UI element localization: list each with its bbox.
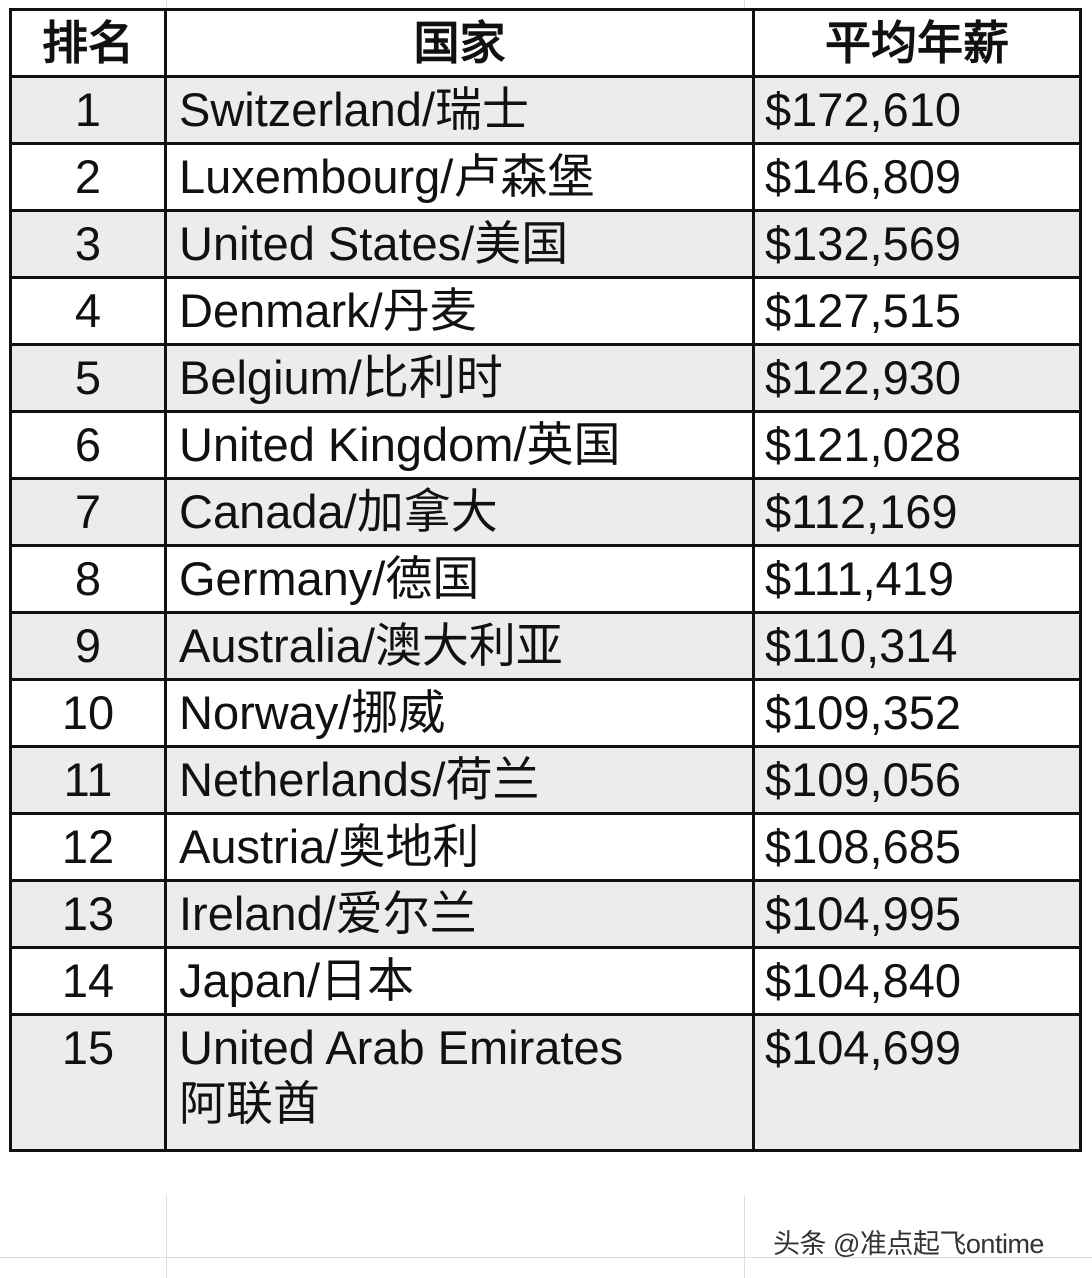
country-cell: Australia/澳大利亚 <box>164 611 755 681</box>
header-rank: 排名 <box>9 8 167 78</box>
salary-cell: $104,699 <box>752 1013 1082 1152</box>
country-cell: Austria/奥地利 <box>164 812 755 882</box>
rank-cell: 4 <box>9 276 167 346</box>
salary-cell: $111,419 <box>752 544 1082 614</box>
rank-cell: 6 <box>9 410 167 480</box>
table-row: 13 Ireland/爱尔兰 $104,995 <box>9 879 1082 949</box>
rank-cell: 3 <box>9 209 167 279</box>
header-country: 国家 <box>164 8 755 78</box>
salary-cell: $104,995 <box>752 879 1082 949</box>
salary-cell: $146,809 <box>752 142 1082 212</box>
country-name-zh: 阿联酋 <box>179 1077 320 1130</box>
salary-cell: $104,840 <box>752 946 1082 1016</box>
country-cell: Canada/加拿大 <box>164 477 755 547</box>
header-salary: 平均年薪 <box>752 8 1082 78</box>
table-row: 8 Germany/德国 $111,419 <box>9 544 1082 614</box>
salary-cell: $112,169 <box>752 477 1082 547</box>
country-cell: Switzerland/瑞士 <box>164 75 755 145</box>
table-row: 15 United Arab Emirates 阿联酋 $104,699 <box>9 1013 1082 1152</box>
table-row: 9 Australia/澳大利亚 $110,314 <box>9 611 1082 681</box>
rank-cell: 11 <box>9 745 167 815</box>
country-cell: United States/美国 <box>164 209 755 279</box>
salary-cell: $109,352 <box>752 678 1082 748</box>
country-cell: Belgium/比利时 <box>164 343 755 413</box>
table-row: 7 Canada/加拿大 $112,169 <box>9 477 1082 547</box>
salary-cell: $109,056 <box>752 745 1082 815</box>
rank-cell: 15 <box>9 1013 167 1152</box>
table-row: 1 Switzerland/瑞士 $172,610 <box>9 75 1082 145</box>
rank-cell: 8 <box>9 544 167 614</box>
table-row: 10 Norway/挪威 $109,352 <box>9 678 1082 748</box>
country-cell: Luxembourg/卢森堡 <box>164 142 755 212</box>
country-cell: Ireland/爱尔兰 <box>164 879 755 949</box>
country-cell: Netherlands/荷兰 <box>164 745 755 815</box>
table-row: 14 Japan/日本 $104,840 <box>9 946 1082 1016</box>
rank-cell: 13 <box>9 879 167 949</box>
table-row: 12 Austria/奥地利 $108,685 <box>9 812 1082 882</box>
salary-cell: $172,610 <box>752 75 1082 145</box>
country-cell: Norway/挪威 <box>164 678 755 748</box>
salary-cell: $127,515 <box>752 276 1082 346</box>
rank-cell: 14 <box>9 946 167 1016</box>
salary-ranking-table: 排名 国家 平均年薪 1 Switzerland/瑞士 $172,610 2 Luxem… <box>9 8 1082 1152</box>
table-row: 5 Belgium/比利时 $122,930 <box>9 343 1082 413</box>
watermark: 头条 @准点起飞ontime <box>773 1229 1044 1259</box>
country-name-en: United Arab Emirates <box>179 1021 624 1074</box>
country-cell: Germany/德国 <box>164 544 755 614</box>
salary-cell: $110,314 <box>752 611 1082 681</box>
table-row: 2 Luxembourg/卢森堡 $146,809 <box>9 142 1082 212</box>
table-row: 3 United States/美国 $132,569 <box>9 209 1082 279</box>
rank-cell: 5 <box>9 343 167 413</box>
table-row: 11 Netherlands/荷兰 $109,056 <box>9 745 1082 815</box>
rank-cell: 12 <box>9 812 167 882</box>
salary-cell: $122,930 <box>752 343 1082 413</box>
rank-cell: 7 <box>9 477 167 547</box>
salary-cell: $132,569 <box>752 209 1082 279</box>
salary-cell: $108,685 <box>752 812 1082 882</box>
rank-cell: 2 <box>9 142 167 212</box>
country-cell: United Arab Emirates 阿联酋 <box>164 1013 755 1152</box>
header-row: 排名 国家 平均年薪 <box>9 8 1082 78</box>
table-row: 6 United Kingdom/英国 $121,028 <box>9 410 1082 480</box>
country-cell: Denmark/丹麦 <box>164 276 755 346</box>
salary-cell: $121,028 <box>752 410 1082 480</box>
rank-cell: 9 <box>9 611 167 681</box>
rank-cell: 1 <box>9 75 167 145</box>
table-row: 4 Denmark/丹麦 $127,515 <box>9 276 1082 346</box>
country-cell: Japan/日本 <box>164 946 755 1016</box>
rank-cell: 10 <box>9 678 167 748</box>
country-cell: United Kingdom/英国 <box>164 410 755 480</box>
